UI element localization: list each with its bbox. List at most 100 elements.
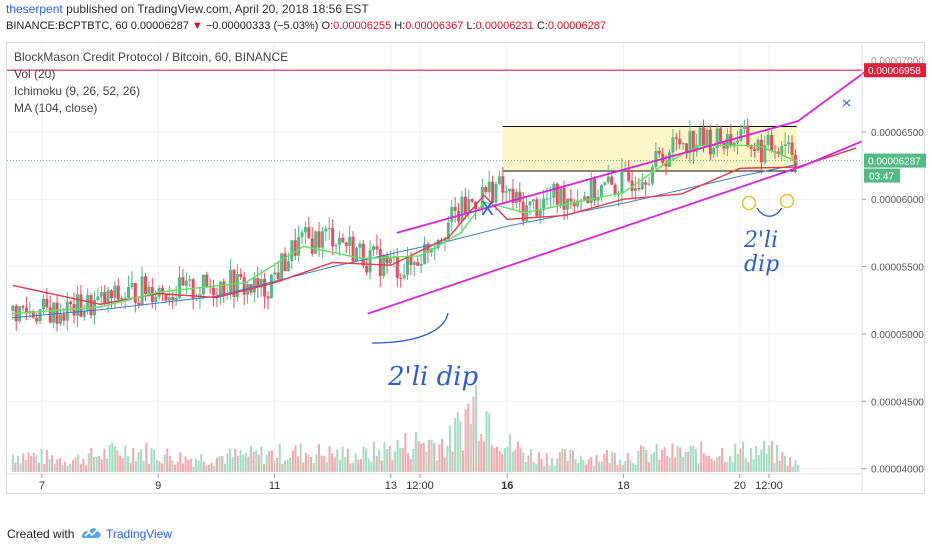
candle-body-178 [616,193,620,195]
candle-body-143 [497,176,501,184]
volume-bar-220 [587,459,590,472]
legend-ma: MA (104, close) [14,101,98,115]
candle-body-127 [443,239,447,241]
candle-body-120 [419,263,423,266]
volume-bar-163 [438,444,441,472]
volume-bar-98 [268,450,271,472]
volume-bar-230 [613,452,616,472]
candle-body-160 [555,183,559,205]
legend-title: BlockMason Credit Protocol / Bitcoin, 60… [14,50,289,64]
open-key: O: [321,20,334,32]
candle-body-12 [52,302,56,323]
volume-bar-128 [346,448,349,472]
candle-body-80 [283,253,287,272]
candle-body-75 [266,296,270,299]
candle-body-153 [531,199,535,202]
volume-bar-274 [728,456,731,472]
volume-bar-158 [425,451,428,472]
volume-bar-299 [794,460,797,472]
volume-bar-214 [571,450,574,472]
candle-body-22 [86,295,90,312]
volume-bar-133 [359,459,362,472]
candle-body-21 [82,311,86,317]
volume-bar-207 [553,465,556,472]
volume-bar-247 [658,459,661,472]
volume-bar-40 [116,450,119,472]
volume-bar-269 [715,457,718,472]
volume-bar-198 [530,449,533,472]
volume-bar-95 [260,446,263,472]
candle-body-32 [120,297,124,300]
volume-bar-225 [600,461,603,472]
volume-bar-256 [681,456,684,472]
price-tick-label-3: 0.00005000 [871,330,924,341]
volume-bar-297 [789,456,792,472]
candle-body-74 [263,278,267,297]
candle-body-4 [24,307,28,314]
candle-body-214 [739,128,743,141]
time-tick-label-3: 13 [385,480,397,492]
volume-bar-218 [582,459,585,472]
candle-body-221 [763,145,767,163]
ohlc-line: BINANCE:BCPTBTC, 60 0.00006287 ▼ −0.0000… [6,20,606,32]
volume-bar-35 [103,448,106,472]
volume-bar-264 [702,453,705,472]
volume-bar-125 [338,460,341,472]
volume-bar-55 [155,459,158,472]
volume-bar-91 [249,445,252,472]
volume-bar-22 [69,463,72,472]
candle-body-50 [181,277,185,286]
volume-bar-226 [603,454,606,472]
tradingview-brand[interactable]: TradingView [106,527,173,541]
candle-body-139 [484,187,488,193]
volume-bar-57 [161,463,164,472]
candle-body-212 [732,142,736,147]
candle-body-217 [749,146,753,150]
volume-bar-253 [674,457,677,472]
volume-bar-251 [668,457,671,472]
tenkan-line [12,144,799,315]
volume-bar-26 [79,464,82,472]
author-link[interactable]: theserpent [6,2,63,16]
candle-body-142 [494,183,498,203]
volume-bar-257 [684,451,687,472]
candle-body-168 [582,196,586,202]
candle-body-48 [174,297,178,301]
volume-bar-145 [391,460,394,472]
volume-bar-71 [197,460,200,472]
candle-body-51 [184,280,188,286]
volume-bar-255 [679,447,682,472]
chart-frame[interactable] [6,42,925,494]
candle-body-71 [252,278,256,293]
dip1-annotation: 2'li dip [387,362,479,392]
volume-bar-254 [676,446,679,472]
candle-body-198 [685,143,689,154]
volume-bar-239 [637,450,640,472]
volume-bar-193 [516,441,519,472]
volume-bar-205 [548,465,551,472]
volume-bar-194 [519,447,522,472]
candle-body-40 [147,287,151,294]
volume-bar-38 [111,442,114,472]
volume-bar-19 [61,464,64,472]
candle-body-28 [106,290,110,304]
volume-bar-76 [210,462,213,472]
volume-bar-44 [126,455,129,472]
volume-bar-30 [90,447,93,472]
volume-bar-249 [663,447,666,472]
candle-body-154 [535,199,539,217]
volume-bar-229 [611,451,614,472]
volume-bar-100 [273,460,276,472]
dip1-bracket [371,312,449,344]
volume-bar-164 [441,438,444,472]
volume-bar-263 [700,441,703,472]
candle-body-7 [35,317,39,322]
candle-body-144 [501,176,505,193]
volume-bar-223 [595,454,598,472]
volume-bar-118 [320,455,323,472]
volume-bar-129 [349,463,352,472]
volume-bar-286 [760,449,763,472]
candle-body-35 [130,282,134,287]
candle-body-46 [167,297,171,301]
